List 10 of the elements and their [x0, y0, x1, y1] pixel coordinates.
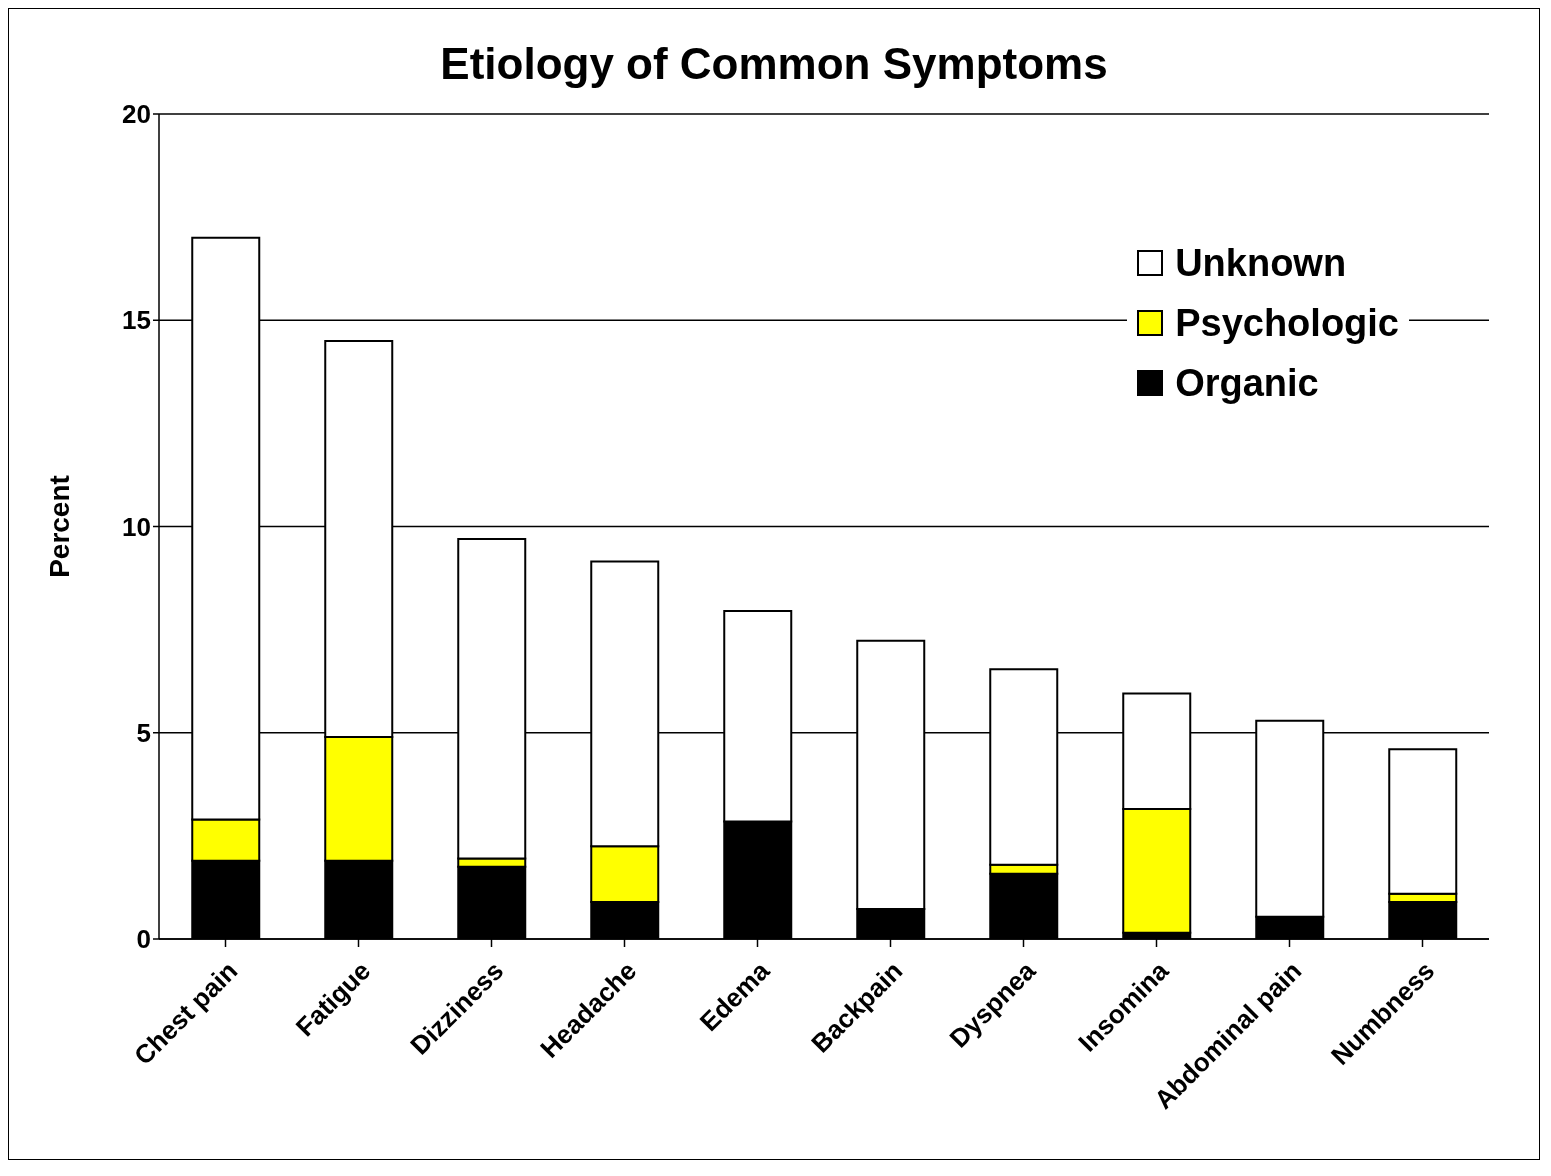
- legend-label: Unknown: [1175, 241, 1347, 285]
- y-axis-title: Percent: [43, 475, 75, 578]
- y-tick-label: 15: [122, 305, 151, 336]
- y-tick-label: 0: [136, 924, 151, 955]
- chart-title: Etiology of Common Symptoms: [439, 39, 1109, 89]
- y-tick-label: 20: [122, 99, 151, 130]
- legend-label: Psychologic: [1175, 301, 1399, 345]
- y-tick-label: 10: [122, 511, 151, 542]
- legend-label: Organic: [1175, 361, 1319, 405]
- y-tick-label: 5: [136, 717, 151, 748]
